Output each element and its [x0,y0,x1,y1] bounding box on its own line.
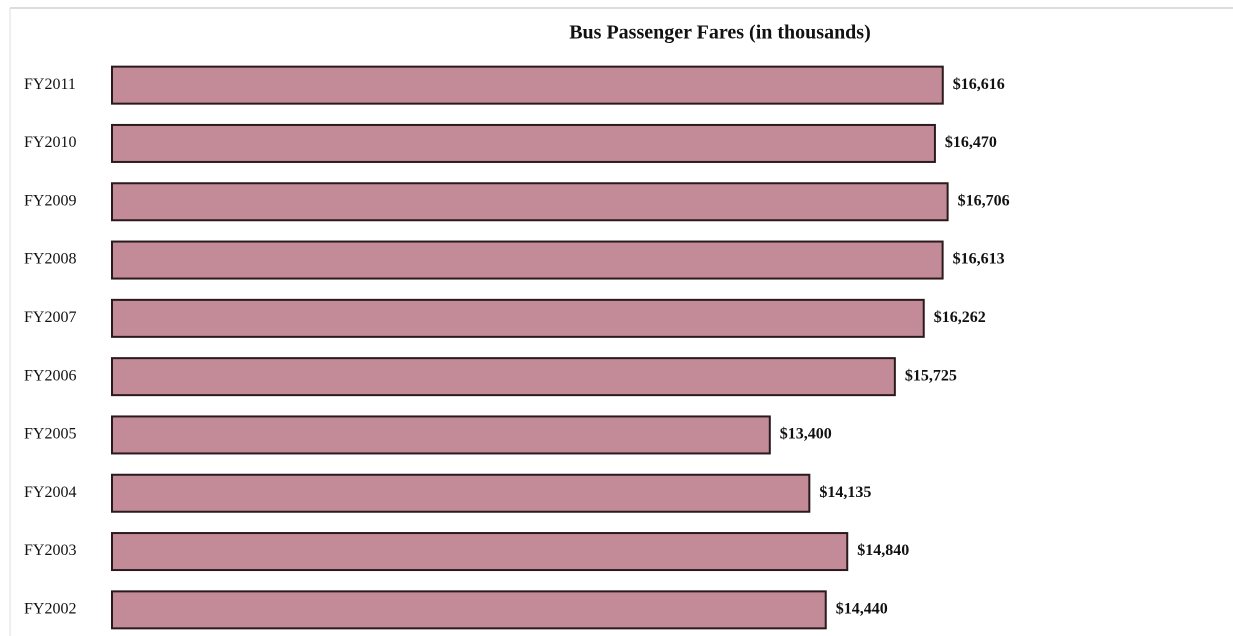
bar [111,415,771,455]
category-label: FY2010 [24,134,76,151]
bar [111,123,936,163]
chart-title: Bus Passenger Fares (in thousands) [569,22,871,44]
bar [111,298,925,338]
value-label: $14,440 [836,601,888,618]
value-label: $13,400 [780,426,832,443]
category-label: FY2007 [24,309,76,326]
value-label: $16,470 [945,134,997,151]
value-label: $14,840 [857,542,909,559]
bar [111,590,827,630]
category-label: FY2011 [24,76,76,93]
bar [111,532,849,572]
category-label: FY2003 [24,542,76,559]
value-label: $16,262 [934,309,986,326]
value-label: $15,725 [905,367,957,384]
bar [111,182,949,222]
bar [111,357,896,397]
category-label: FY2009 [24,192,76,209]
category-label: FY2006 [24,367,76,384]
value-label: $14,135 [819,484,871,501]
value-label: $16,616 [953,76,1005,93]
value-label: $16,706 [958,192,1010,209]
bar [111,240,944,280]
category-label: FY2008 [24,251,76,268]
category-label: FY2002 [24,601,76,618]
category-label: FY2004 [24,484,76,501]
bar [111,65,944,105]
category-label: FY2005 [24,426,76,443]
bar [111,473,811,513]
value-label: $16,613 [953,251,1005,268]
